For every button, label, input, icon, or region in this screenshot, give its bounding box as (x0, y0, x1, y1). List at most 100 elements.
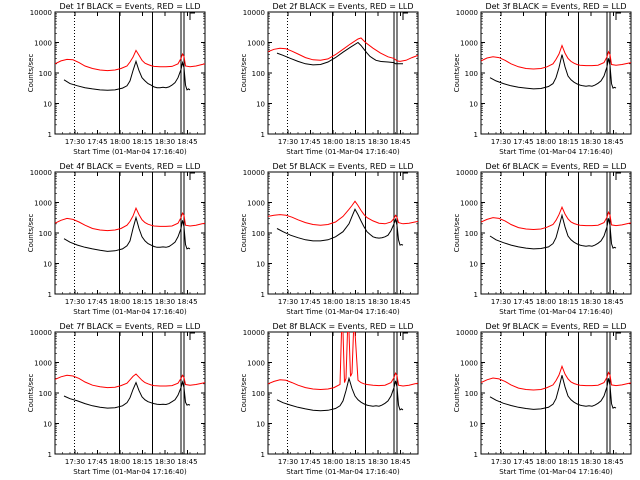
x-tick-label: 18:30 (155, 138, 175, 146)
chart-title: Det 7f BLACK = Events, RED = LLD (59, 322, 200, 331)
y-axis-label: Counts/sec (240, 374, 248, 413)
x-tick-label: 18:15 (345, 298, 365, 306)
x-tick-label: 18:30 (155, 298, 175, 306)
plot-frame (267, 331, 419, 455)
plot-area (55, 172, 205, 294)
y-tick-label: 1000 (247, 200, 265, 208)
x-tick-label: 17:45 (513, 138, 533, 146)
x-tick-label: 17:30 (65, 138, 85, 146)
y-tick-label: 100 (39, 390, 52, 398)
x-tick-label: 18:15 (558, 458, 578, 466)
chart-title: Det 9f BLACK = Events, RED = LLD (485, 322, 626, 331)
y-tick-label: 10 (469, 421, 478, 429)
events-series-line (489, 213, 617, 250)
x-tick-label: 17:45 (300, 458, 320, 466)
y-tick-label: 10000 (243, 169, 265, 177)
x-axis-label: Start Time (01-Mar-04 17:16:40) (286, 148, 400, 156)
plot-area (268, 12, 418, 134)
plot-frame (54, 171, 206, 295)
chart-panel: Det 1f BLACK = Events, RED = LLD 1 10 100 10… (27, 2, 206, 156)
chart-title: Det 2f BLACK = Events, RED = LLD (272, 2, 413, 11)
y-tick-label: 10 (256, 421, 265, 429)
plot-frame (267, 171, 419, 295)
y-tick-label: 10000 (456, 9, 478, 17)
events-series-line (489, 54, 617, 90)
y-tick-label: 1000 (247, 40, 265, 48)
y-tick-label: 10000 (243, 9, 265, 17)
y-tick-label: 100 (252, 390, 265, 398)
y-axis-label: Counts/sec (27, 214, 35, 253)
x-axis-label: Start Time (01-Mar-04 17:16:40) (286, 308, 400, 316)
y-tick-label: 10000 (30, 329, 52, 337)
x-tick-label: 17:30 (65, 298, 85, 306)
x-tick-label: 18:00 (110, 298, 130, 306)
y-tick-label: 1000 (247, 360, 265, 368)
y-axis-label: Counts/sec (27, 374, 35, 413)
chart-title: Det 8f BLACK = Events, RED = LLD (272, 322, 413, 331)
y-tick-label: 1 (48, 451, 52, 459)
plot-area (55, 332, 205, 454)
chart-title: Det 6f BLACK = Events, RED = LLD (485, 162, 626, 171)
lld-series-line (481, 364, 631, 391)
y-tick-label: 1000 (460, 200, 478, 208)
y-tick-label: 1 (261, 131, 265, 139)
time-marker-bracket (189, 332, 195, 340)
plot-area (268, 172, 418, 294)
y-axis-label: Counts/sec (240, 214, 248, 253)
chart-title: Det 4f BLACK = Events, RED = LLD (59, 162, 200, 171)
y-tick-label: 100 (465, 390, 478, 398)
x-tick-label: 18:15 (558, 298, 578, 306)
y-tick-label: 1 (48, 291, 52, 299)
y-tick-label: 10000 (456, 169, 478, 177)
chart-title: Det 1f BLACK = Events, RED = LLD (59, 2, 200, 11)
y-tick-label: 100 (252, 230, 265, 238)
y-tick-label: 1 (48, 131, 52, 139)
plot-frame (480, 171, 632, 295)
y-tick-label: 1 (474, 451, 478, 459)
y-tick-label: 10 (43, 261, 52, 269)
chart-panel: Det 9f BLACK = Events, RED = LLD 1 10 100 10… (453, 322, 632, 476)
y-tick-label: 10000 (456, 329, 478, 337)
x-tick-label: 18:30 (581, 138, 601, 146)
chart-panel: Det 8f BLACK = Events, RED = LLD 1 10 100 10… (240, 322, 419, 476)
y-tick-label: 10000 (30, 169, 52, 177)
chart-title: Det 5f BLACK = Events, RED = LLD (272, 162, 413, 171)
chart-panel: Det 3f BLACK = Events, RED = LLD 1 10 100 10… (453, 2, 632, 156)
time-marker-bracket (189, 12, 195, 20)
plot-area (481, 12, 631, 134)
y-tick-label: 1 (261, 451, 265, 459)
x-tick-label: 17:30 (491, 458, 511, 466)
x-tick-label: 18:45 (603, 298, 623, 306)
chart-panel: Det 2f BLACK = Events, RED = LLD 1 10 100 10… (240, 2, 419, 156)
events-series-line (63, 59, 191, 91)
x-tick-label: 18:45 (390, 458, 410, 466)
lld-series-line (268, 37, 418, 62)
x-tick-label: 18:00 (536, 138, 556, 146)
x-tick-label: 17:30 (278, 298, 298, 306)
y-tick-label: 10000 (243, 329, 265, 337)
x-tick-label: 17:30 (278, 138, 298, 146)
x-tick-label: 17:30 (278, 458, 298, 466)
x-tick-label: 18:00 (323, 138, 343, 146)
y-tick-label: 1 (474, 131, 478, 139)
x-tick-label: 18:30 (581, 298, 601, 306)
events-series-line (63, 380, 191, 409)
x-axis-label: Start Time (01-Mar-04 17:16:40) (286, 468, 400, 476)
time-marker-bracket (615, 172, 621, 180)
x-tick-label: 18:15 (132, 138, 152, 146)
plot-frame (267, 11, 419, 135)
x-tick-label: 18:45 (390, 298, 410, 306)
x-tick-label: 18:45 (603, 138, 623, 146)
events-series-line (276, 208, 404, 246)
y-tick-label: 1000 (34, 360, 52, 368)
x-tick-label: 18:45 (177, 298, 197, 306)
time-marker-bracket (615, 12, 621, 20)
x-tick-label: 17:45 (87, 138, 107, 146)
x-tick-label: 18:30 (368, 298, 388, 306)
y-tick-label: 10 (469, 261, 478, 269)
y-tick-label: 10 (43, 421, 52, 429)
y-tick-label: 1 (474, 291, 478, 299)
lld-series-line (55, 49, 205, 72)
x-tick-label: 18:00 (536, 458, 556, 466)
y-tick-label: 100 (39, 230, 52, 238)
